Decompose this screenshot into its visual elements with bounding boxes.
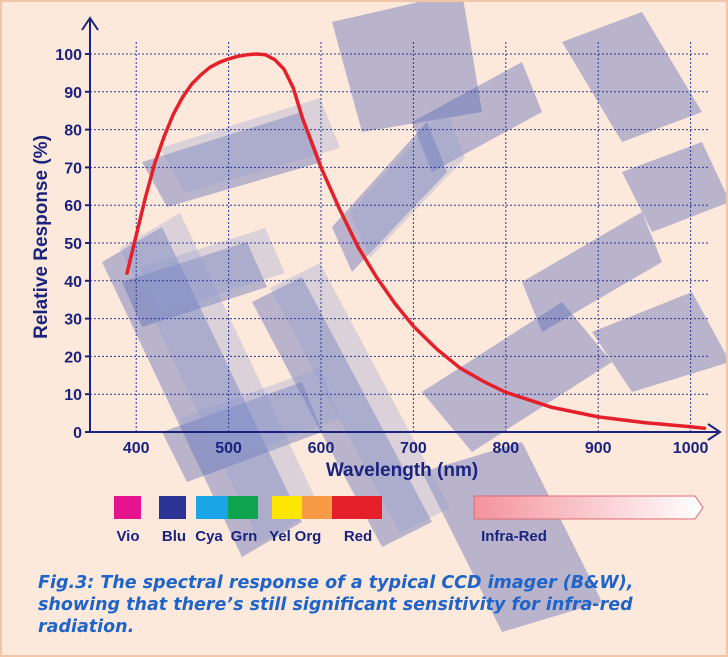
y-tick-label: 100: [55, 47, 82, 64]
y-tick-label: 20: [64, 349, 82, 366]
watermark-shape: [180, 368, 340, 468]
band-label-vio: Vio: [116, 528, 139, 545]
band-label-yel: Yel: [269, 528, 291, 545]
watermark-shape: [270, 263, 450, 533]
y-tick-label: 80: [64, 123, 82, 140]
x-tick-label: 700: [400, 440, 427, 457]
watermark-shape: [140, 228, 285, 313]
band-label-cya: Cya: [195, 528, 223, 545]
y-axis-label: Relative Response (%): [31, 135, 52, 339]
tick-labels: 0 10 20 30 40 50 60 70 80 90 100 400 500 600 700 800 900…: [55, 47, 708, 457]
x-tick-label: 400: [123, 440, 150, 457]
watermark-shape: [160, 98, 340, 193]
watermark-shape: [252, 277, 432, 547]
band-label-red: Red: [344, 528, 372, 545]
chart-grid: [90, 42, 708, 432]
watermark-shape: [622, 142, 726, 232]
watermark-shape: [562, 12, 702, 142]
y-tick-label: 0: [73, 425, 82, 442]
x-tick-label: 1000: [673, 440, 709, 457]
watermark-shape: [412, 62, 542, 172]
watermark-shape: [120, 213, 320, 543]
y-tick-label: 10: [64, 387, 82, 404]
y-tick-label: 90: [64, 85, 82, 102]
band-label-grn: Grn: [231, 528, 258, 545]
y-axis-arrow: [81, 16, 99, 31]
y-tick-label: 50: [64, 236, 82, 253]
figure-caption: Fig.3: The spectral response of a typica…: [38, 573, 634, 637]
band-label-blu: Blu: [162, 528, 186, 545]
y-tick-label: 30: [64, 312, 82, 329]
watermark: [102, 2, 726, 632]
y-tick-label: 70: [64, 160, 82, 177]
band-swatch-cya: [196, 496, 228, 519]
band-swatch-grn: [228, 496, 258, 519]
response-curve: [125, 52, 707, 430]
y-tick-label: 60: [64, 198, 82, 215]
band-swatch-red: [332, 496, 382, 519]
watermark-shape: [350, 108, 465, 258]
series-group: [125, 52, 707, 430]
x-tick-label: 900: [585, 440, 612, 457]
chart-axes: [81, 16, 722, 441]
band-label-org: Org: [295, 528, 322, 545]
band-swatch-infra-red: [473, 495, 704, 520]
band-swatch-blu: [159, 496, 186, 519]
band-label-infra-red: Infra-Red: [481, 528, 547, 545]
watermark-shape: [592, 292, 726, 392]
x-tick-label: 600: [308, 440, 335, 457]
watermark-shape: [332, 122, 447, 272]
color-band-legend: Vio Blu Cya Grn Yel Org Red Infra-Red: [114, 495, 704, 545]
watermark-shape: [332, 2, 482, 132]
x-axis-arrow: [707, 423, 722, 441]
band-swatch-vio: [114, 496, 141, 519]
watermark-shape: [522, 212, 662, 332]
band-swatch-yel: [272, 496, 302, 519]
watermark-shape: [122, 242, 267, 327]
x-tick-label: 800: [492, 440, 519, 457]
x-axis-label: Wavelength (nm): [326, 460, 478, 481]
x-tick-label: 500: [215, 440, 242, 457]
watermark-shape: [142, 112, 322, 207]
watermark-shape: [422, 442, 602, 632]
watermark-shape: [422, 302, 612, 452]
y-tick-label: 40: [64, 274, 82, 291]
band-swatch-org: [302, 496, 332, 519]
watermark-shape: [102, 227, 302, 557]
